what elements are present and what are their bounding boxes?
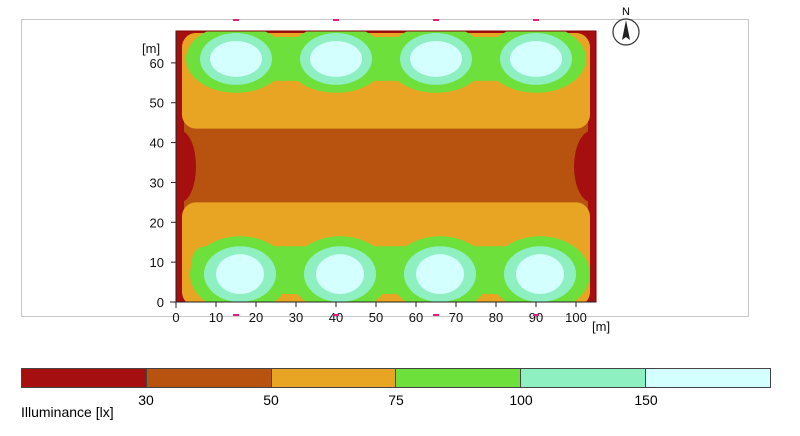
- legend-title: Illuminance [lx]: [21, 404, 114, 420]
- x-tick-label-40: 40: [329, 310, 343, 325]
- band-75-100-top-bridge: [192, 36, 580, 81]
- legend-threshold-50: 50: [263, 392, 279, 408]
- luminaire-mark-bottom-0: [233, 314, 239, 316]
- band-150-bottom-3: [516, 254, 564, 295]
- y-tick-label-10: 10: [150, 255, 164, 270]
- x-tick-label-30: 30: [289, 310, 303, 325]
- plot-frame: [21, 19, 749, 317]
- x-tick-label-80: 80: [489, 310, 503, 325]
- legend-segment-3: [396, 369, 522, 387]
- legend-segment-1: [146, 369, 272, 387]
- x-tick-label-60: 60: [409, 310, 423, 325]
- axes: 0 10 20 30 40 50 60 70 80 90 1000102030405060[m][m…: [142, 30, 610, 334]
- x-unit-label: [m]: [592, 319, 610, 334]
- illuminance-chart: 0 10 20 30 40 50 60 70 80 90 1000102030405060[m][m…: [142, 19, 610, 334]
- luminaire-mark-top-2: [433, 19, 439, 21]
- illuminance-field: [176, 31, 596, 302]
- band-150-top-2: [410, 40, 462, 77]
- y-tick-label-50: 50: [150, 96, 164, 111]
- legend-color-bar: [21, 368, 771, 388]
- band-150-top-0: [210, 40, 262, 77]
- luminaire-marks: [233, 19, 539, 316]
- band-150-bottom-2: [416, 254, 464, 295]
- x-tick-label-50: 50: [369, 310, 383, 325]
- luminaire-mark-top-3: [533, 19, 539, 21]
- y-unit-label: [m]: [142, 41, 160, 56]
- legend-segment-0: [22, 369, 147, 387]
- x-tick-label-20: 20: [249, 310, 263, 325]
- x-tick-label-10: 10: [209, 310, 223, 325]
- band-150-bottom-1: [316, 254, 364, 295]
- legend-segment-5: [646, 369, 770, 387]
- x-tick-label-70: 70: [449, 310, 463, 325]
- north-arrow-icon: N: [610, 4, 642, 48]
- y-tick-label-0: 0: [157, 295, 164, 310]
- dark-right: [574, 130, 596, 203]
- legend-segment-4: [521, 369, 647, 387]
- north-label: N: [622, 6, 630, 18]
- legend-threshold-75: 75: [388, 392, 404, 408]
- legend-threshold-30: 30: [138, 392, 154, 408]
- x-tick-label-90: 90: [529, 310, 543, 325]
- y-tick-label-20: 20: [150, 215, 164, 230]
- band-150-top-3: [510, 40, 562, 77]
- y-tick-label-30: 30: [150, 175, 164, 190]
- luminaire-mark-bottom-3: [533, 314, 539, 316]
- legend-threshold-100: 100: [509, 392, 533, 408]
- x-tick-label-0: 0: [172, 310, 179, 325]
- luminaire-mark-bottom-2: [433, 314, 439, 316]
- luminaire-mark-top-1: [333, 19, 339, 21]
- y-tick-label-40: 40: [150, 136, 164, 151]
- legend-threshold-150: 150: [634, 392, 658, 408]
- luminaire-mark-bottom-1: [333, 314, 339, 316]
- band-75-100-bottom-bridge: [192, 246, 580, 295]
- dark-left: [176, 130, 196, 203]
- luminaire-mark-top-0: [233, 19, 239, 21]
- legend-segment-2: [271, 369, 397, 387]
- band-150-top-1: [310, 40, 362, 77]
- x-tick-label-100: 100: [565, 310, 587, 325]
- y-tick-label-60: 60: [150, 56, 164, 71]
- band-150-bottom-0: [216, 254, 264, 295]
